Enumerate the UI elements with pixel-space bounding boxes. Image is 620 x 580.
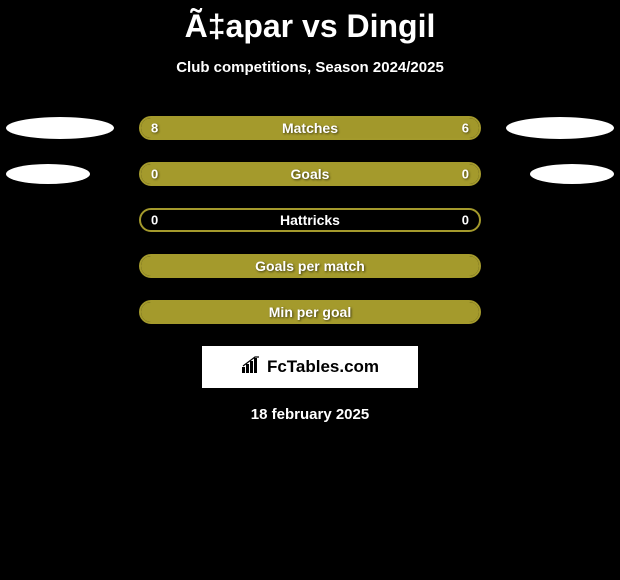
stat-bar-track: Min per goal: [139, 300, 481, 324]
player-ellipse-right: [530, 164, 614, 184]
stat-label: Matches: [282, 120, 338, 136]
stats-area: 8 6 Matches 0 0 Goals 0 0 Hattricks Goals per mat…: [0, 116, 620, 324]
footer-brand-text: FcTables.com: [267, 357, 379, 377]
stat-label: Hattricks: [280, 212, 340, 228]
stat-row: 0 0 Hattricks: [0, 208, 620, 232]
stat-value-right: 0: [462, 167, 469, 182]
stat-value-left: 8: [151, 121, 158, 136]
stat-bar-fill-right: [334, 118, 479, 138]
stat-row: 0 0 Goals: [0, 162, 620, 186]
stat-bar-track: 0 0 Goals: [139, 162, 481, 186]
stat-value-right: 6: [462, 121, 469, 136]
stat-value-left: 0: [151, 167, 158, 182]
stat-row: 8 6 Matches: [0, 116, 620, 140]
date-line: 18 february 2025: [0, 406, 620, 423]
stat-bar-track: 0 0 Hattricks: [139, 208, 481, 232]
stat-value-left: 0: [151, 213, 158, 228]
bar-chart-icon: [241, 356, 263, 379]
stat-row: Goals per match: [0, 254, 620, 278]
player-ellipse-left: [6, 164, 90, 184]
subtitle: Club competitions, Season 2024/2025: [0, 59, 620, 76]
stat-label: Goals per match: [255, 258, 365, 274]
footer-brand-box[interactable]: FcTables.com: [202, 346, 418, 388]
page-title: Ã‡apar vs Dingil: [0, 0, 620, 45]
stat-value-right: 0: [462, 213, 469, 228]
stat-row: Min per goal: [0, 300, 620, 324]
stat-label: Min per goal: [269, 304, 351, 320]
player-ellipse-right: [506, 117, 614, 139]
stat-label: Goals: [291, 166, 330, 182]
stat-bar-track: 8 6 Matches: [139, 116, 481, 140]
stat-bar-track: Goals per match: [139, 254, 481, 278]
player-ellipse-left: [6, 117, 114, 139]
